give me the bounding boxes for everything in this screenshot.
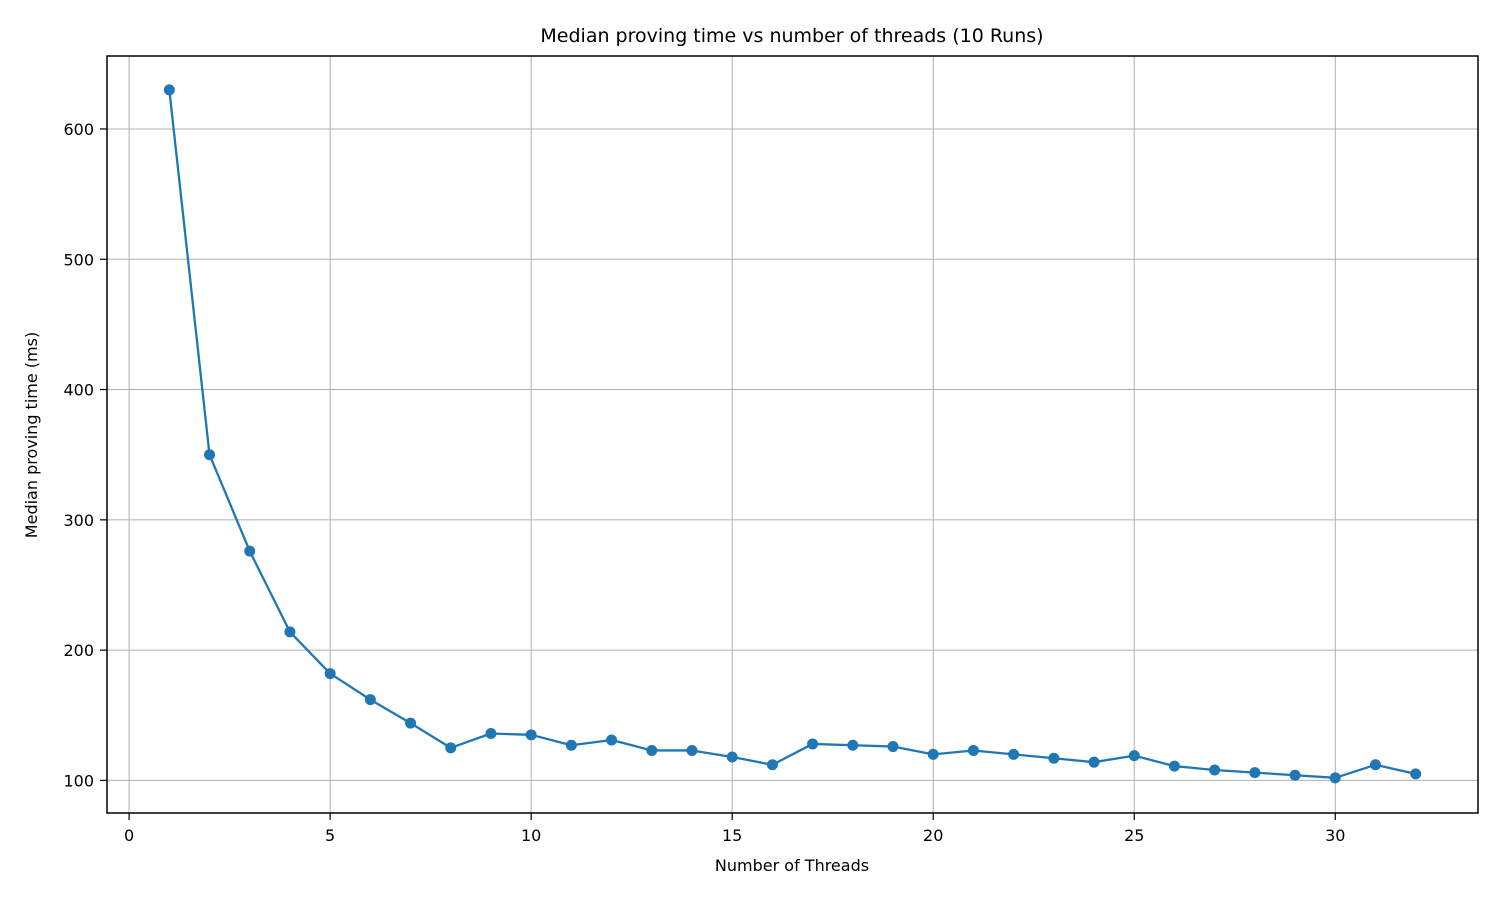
y-tick-label: 500: [63, 250, 94, 269]
data-point: [1209, 764, 1221, 776]
chart-title: Median proving time vs number of threads…: [540, 25, 1043, 47]
data-point: [967, 744, 979, 756]
x-tick-label: 10: [521, 826, 541, 845]
y-tick-label: 400: [63, 381, 94, 400]
data-point: [1249, 767, 1261, 779]
x-tick-label: 0: [124, 826, 134, 845]
tick-layer: 0 5 10 15 20 25 30 100 200 300 400 500 600: [63, 120, 1345, 845]
data-point: [847, 739, 859, 751]
data-point: [364, 694, 376, 706]
data-point: [525, 729, 537, 741]
data-point: [284, 626, 296, 638]
x-tick-label: 25: [1124, 826, 1144, 845]
data-point: [726, 751, 738, 763]
x-axis-title: Number of Threads: [715, 856, 869, 875]
data-point: [485, 728, 497, 740]
data-point: [686, 744, 698, 756]
data-point: [1008, 748, 1020, 760]
y-tick-label: 300: [63, 511, 94, 530]
data-point: [445, 742, 457, 754]
y-tick-label: 600: [63, 120, 94, 139]
data-point: [244, 545, 256, 557]
data-point: [1088, 756, 1100, 768]
x-tick-label: 15: [722, 826, 742, 845]
data-point: [1048, 752, 1060, 764]
data-point: [766, 759, 778, 771]
data-point: [163, 84, 175, 96]
x-tick-label: 30: [1325, 826, 1345, 845]
data-point: [204, 449, 216, 461]
series-line: [168, 89, 1416, 779]
data-point: [324, 668, 336, 680]
plot-frame: [106, 55, 1479, 814]
data-point: [1410, 768, 1422, 780]
data-point: [1128, 750, 1140, 762]
y-tick-label: 200: [63, 641, 94, 660]
data-point: [1329, 772, 1341, 784]
data-point: [887, 741, 899, 753]
data-point: [807, 738, 819, 750]
x-tick-label: 5: [325, 826, 335, 845]
grid-layer: [107, 56, 1478, 813]
data-point: [1168, 760, 1180, 772]
y-tick-label: 100: [63, 771, 94, 790]
series-layer: [163, 84, 1422, 784]
data-point: [405, 717, 417, 729]
data-point: [927, 748, 939, 760]
x-tick-label: 20: [923, 826, 943, 845]
data-point: [1289, 769, 1301, 781]
data-point: [1369, 759, 1381, 771]
y-axis-title: Median proving time (ms): [22, 332, 41, 538]
data-point: [646, 744, 658, 756]
data-point: [606, 734, 618, 746]
data-point: [565, 739, 577, 751]
